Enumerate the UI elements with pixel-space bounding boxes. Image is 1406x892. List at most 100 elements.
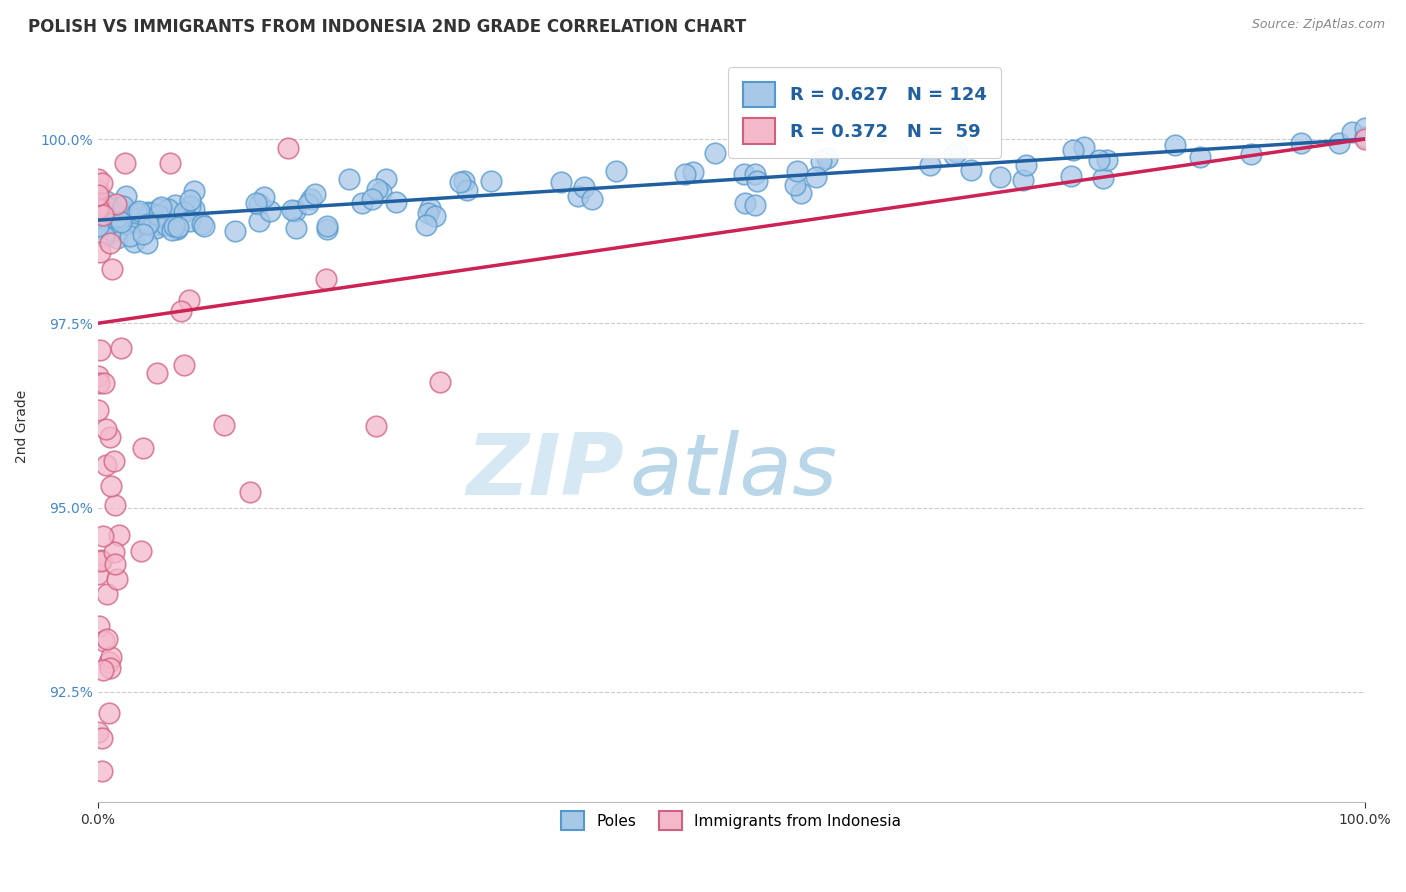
Point xyxy=(166,220,188,235)
Point xyxy=(183,184,205,198)
Point xyxy=(297,197,319,211)
Point xyxy=(744,198,766,212)
Point xyxy=(96,632,118,646)
Text: atlas: atlas xyxy=(630,430,838,513)
Point xyxy=(550,175,572,189)
Point xyxy=(943,147,966,161)
Point xyxy=(103,454,125,468)
Point xyxy=(90,554,112,568)
Point xyxy=(703,146,725,161)
Point xyxy=(132,442,155,456)
Point xyxy=(173,205,195,219)
Point xyxy=(277,141,299,155)
Point xyxy=(682,165,704,179)
Point xyxy=(120,206,142,220)
Point xyxy=(370,185,392,199)
Point xyxy=(166,222,188,236)
Point xyxy=(105,197,128,211)
Point xyxy=(449,175,471,189)
Point xyxy=(110,341,132,355)
Point xyxy=(1354,121,1376,136)
Point xyxy=(87,183,110,197)
Point xyxy=(245,195,267,210)
Point xyxy=(744,167,766,181)
Point xyxy=(315,272,337,286)
Point xyxy=(804,169,827,184)
Point xyxy=(103,544,125,558)
Point xyxy=(101,210,124,224)
Point xyxy=(179,199,201,213)
Point xyxy=(89,343,111,358)
Point xyxy=(456,183,478,197)
Point xyxy=(1060,169,1083,183)
Point xyxy=(90,176,112,190)
Point xyxy=(122,235,145,249)
Point xyxy=(120,228,142,243)
Point xyxy=(98,236,121,251)
Point xyxy=(169,304,191,318)
Point xyxy=(673,167,696,181)
Point xyxy=(946,145,969,159)
Point xyxy=(479,173,502,187)
Text: ZIP: ZIP xyxy=(465,430,623,513)
Point xyxy=(366,419,388,434)
Point xyxy=(128,217,150,231)
Point xyxy=(87,202,110,216)
Point xyxy=(100,650,122,665)
Point xyxy=(105,231,128,245)
Point xyxy=(89,209,111,223)
Point xyxy=(139,206,162,220)
Point xyxy=(150,200,173,214)
Point xyxy=(87,369,110,384)
Point xyxy=(89,619,111,633)
Point xyxy=(98,655,121,669)
Point xyxy=(734,196,756,211)
Point xyxy=(815,152,838,166)
Point xyxy=(125,217,148,231)
Point xyxy=(374,172,396,186)
Point xyxy=(97,706,120,720)
Point xyxy=(337,172,360,186)
Point xyxy=(87,172,110,186)
Point xyxy=(93,376,115,391)
Point xyxy=(567,188,589,202)
Point xyxy=(1087,153,1109,167)
Point xyxy=(128,203,150,218)
Point xyxy=(350,196,373,211)
Point xyxy=(1329,136,1351,151)
Point xyxy=(96,587,118,601)
Point xyxy=(87,198,110,212)
Point xyxy=(1011,173,1033,187)
Point xyxy=(115,188,138,202)
Point xyxy=(1341,125,1364,139)
Point xyxy=(89,220,111,235)
Point xyxy=(179,293,201,308)
Y-axis label: 2nd Grade: 2nd Grade xyxy=(15,390,30,463)
Point xyxy=(259,203,281,218)
Point xyxy=(155,218,177,232)
Point xyxy=(224,224,246,238)
Point xyxy=(786,164,808,178)
Point xyxy=(193,219,215,233)
Point xyxy=(366,182,388,196)
Point xyxy=(104,557,127,571)
Point xyxy=(155,209,177,223)
Point xyxy=(98,216,121,230)
Point xyxy=(87,566,110,581)
Point xyxy=(605,164,627,178)
Point xyxy=(96,198,118,212)
Legend: Poles, Immigrants from Indonesia: Poles, Immigrants from Indonesia xyxy=(555,805,907,836)
Point xyxy=(145,220,167,235)
Text: POLISH VS IMMIGRANTS FROM INDONESIA 2ND GRADE CORRELATION CHART: POLISH VS IMMIGRANTS FROM INDONESIA 2ND … xyxy=(28,18,747,36)
Point xyxy=(136,235,159,250)
Point xyxy=(316,219,339,233)
Point xyxy=(146,366,169,380)
Point xyxy=(1354,129,1376,144)
Point xyxy=(127,205,149,219)
Point xyxy=(94,422,117,436)
Point xyxy=(87,376,110,391)
Point xyxy=(173,358,195,372)
Point xyxy=(159,155,181,169)
Point xyxy=(385,195,408,210)
Point xyxy=(1062,143,1084,157)
